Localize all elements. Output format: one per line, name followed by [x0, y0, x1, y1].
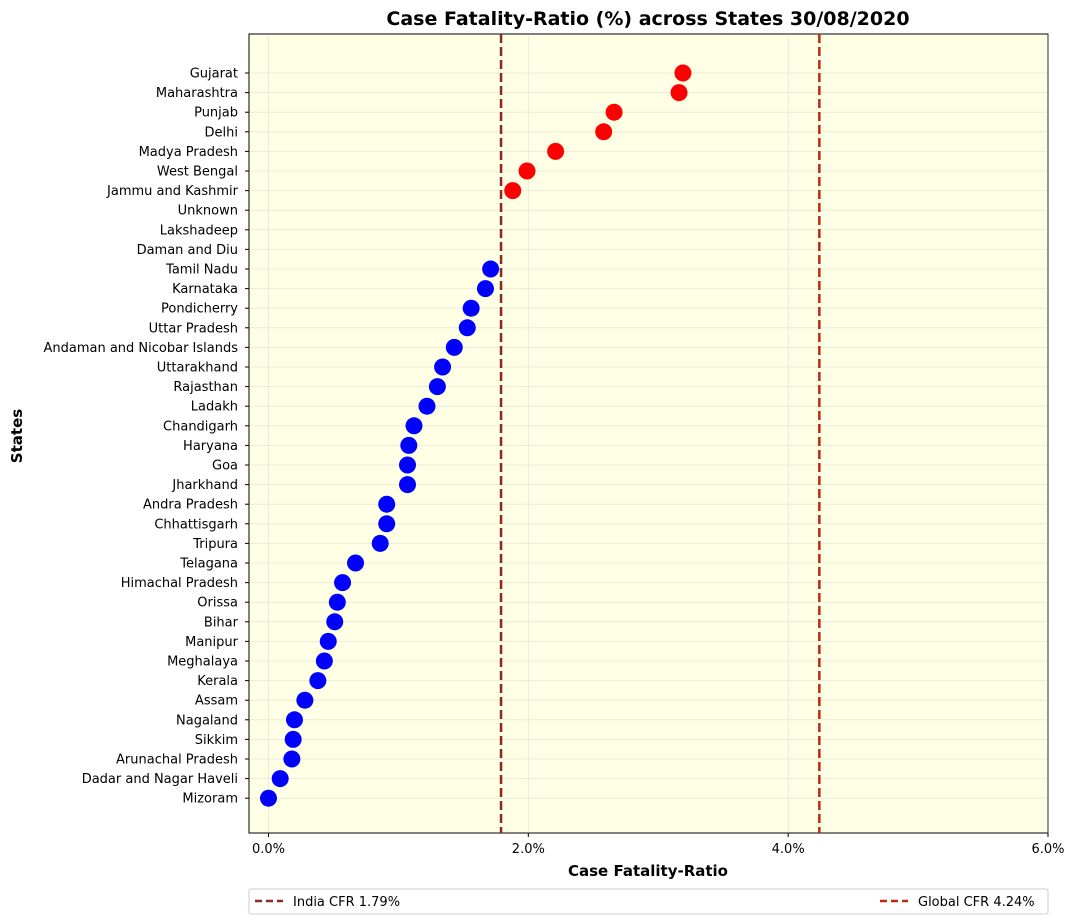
data-point — [399, 476, 417, 494]
data-point — [328, 593, 346, 611]
y-tick-label: Ladakh — [191, 400, 238, 415]
data-point — [518, 162, 536, 180]
x-tick-label: 0.0% — [252, 842, 285, 857]
data-point — [271, 770, 289, 788]
y-tick-label: Chhattisgarh — [154, 517, 238, 532]
y-tick-label: Arunachal Pradesh — [116, 753, 238, 768]
y-tick-label: Orissa — [197, 596, 238, 611]
data-point — [326, 613, 344, 631]
y-tick-label: Uttar Pradesh — [149, 321, 238, 336]
y-tick-label: Tripura — [192, 537, 238, 552]
data-point — [285, 711, 303, 729]
y-tick-label: Jammu and Kashmir — [106, 184, 239, 199]
y-tick-label: West Bengal — [157, 165, 238, 180]
data-point — [283, 750, 301, 768]
chart-title: Case Fatality-Ratio (%) across States 30… — [386, 8, 909, 30]
data-point — [445, 338, 463, 356]
y-tick-label: Karnataka — [172, 282, 238, 297]
plot-area — [248, 33, 1049, 834]
data-point — [418, 397, 436, 415]
data-point — [547, 142, 565, 160]
y-tick-label: Delhi — [205, 125, 238, 140]
data-point — [400, 436, 418, 454]
data-point — [595, 123, 613, 141]
data-point — [347, 554, 365, 572]
data-point — [378, 495, 396, 513]
y-tick-label: Maharashtra — [156, 86, 238, 101]
y-axis-label: States — [8, 409, 26, 463]
y-tick-label: Sikkim — [195, 733, 238, 748]
data-point — [296, 691, 314, 709]
data-point — [334, 574, 352, 592]
data-point — [674, 64, 692, 82]
y-tick-label: Nagaland — [176, 713, 238, 728]
y-tick-label: Assam — [195, 694, 238, 709]
y-tick-label: Goa — [212, 459, 238, 474]
data-point — [319, 632, 337, 650]
y-tick-label: Andaman and Nicobar Islands — [43, 341, 238, 356]
y-tick-label: Lakshadeep — [160, 223, 238, 238]
data-point — [428, 378, 446, 396]
data-point — [434, 358, 452, 376]
data-point — [462, 299, 480, 317]
data-point — [371, 534, 389, 552]
data-point — [399, 456, 417, 474]
y-tick-label: Himachal Pradesh — [121, 576, 238, 591]
y-tick-label: Chandigarh — [163, 419, 238, 434]
x-tick-label: 4.0% — [772, 842, 805, 857]
y-tick-label: Uttarakhand — [157, 361, 238, 376]
x-axis-ticks: 0.0% 2.0% 4.0% 6.0% — [252, 833, 1065, 857]
data-point — [476, 280, 494, 298]
y-tick-label: Pondicherry — [161, 302, 238, 317]
data-point — [605, 103, 623, 121]
y-tick-label: Haryana — [183, 439, 238, 454]
y-tick-label: Punjab — [194, 106, 238, 121]
y-tick-label: Mizoram — [182, 792, 238, 807]
data-point — [259, 789, 277, 807]
y-tick-label: Meghalaya — [167, 655, 238, 670]
legend-label-global: Global CFR 4.24% — [918, 895, 1035, 910]
data-point — [504, 182, 522, 200]
x-axis-label: Case Fatality-Ratio — [568, 862, 728, 880]
data-point — [482, 260, 500, 278]
y-tick-label: Madya Pradesh — [139, 145, 238, 160]
y-tick-label: Bihar — [204, 615, 239, 630]
data-point — [458, 319, 476, 337]
data-point — [378, 515, 396, 533]
y-tick-label: Telagana — [179, 557, 238, 572]
legend: India CFR 1.79% Global CFR 4.24% — [248, 888, 1049, 915]
y-tick-label: Dadar and Nagar Haveli — [82, 772, 238, 787]
data-point — [670, 84, 688, 102]
data-point — [405, 417, 423, 435]
y-tick-label: Daman and Diu — [137, 243, 238, 258]
legend-label-india: India CFR 1.79% — [293, 895, 400, 910]
data-point — [284, 730, 302, 748]
y-axis-ticks: Gujarat Maharashtra Punjab Delhi Madya Prade… — [43, 67, 249, 807]
y-tick-label: Tamil Nadu — [165, 263, 238, 278]
y-tick-label: Unknown — [178, 204, 238, 219]
y-tick-label: Rajasthan — [173, 380, 238, 395]
grid — [249, 34, 1049, 833]
y-tick-label: Manipur — [185, 635, 239, 650]
reference-lines — [499, 34, 821, 833]
y-tick-label: Kerala — [197, 674, 238, 689]
y-tick-label: Gujarat — [190, 67, 238, 82]
data-points — [259, 64, 692, 807]
data-point — [315, 652, 333, 670]
data-point — [309, 672, 327, 690]
y-tick-label: Jharkhand — [171, 478, 238, 493]
y-tick-label: Andra Pradesh — [143, 498, 238, 513]
x-tick-label: 6.0% — [1031, 842, 1064, 857]
x-tick-label: 2.0% — [512, 842, 545, 857]
